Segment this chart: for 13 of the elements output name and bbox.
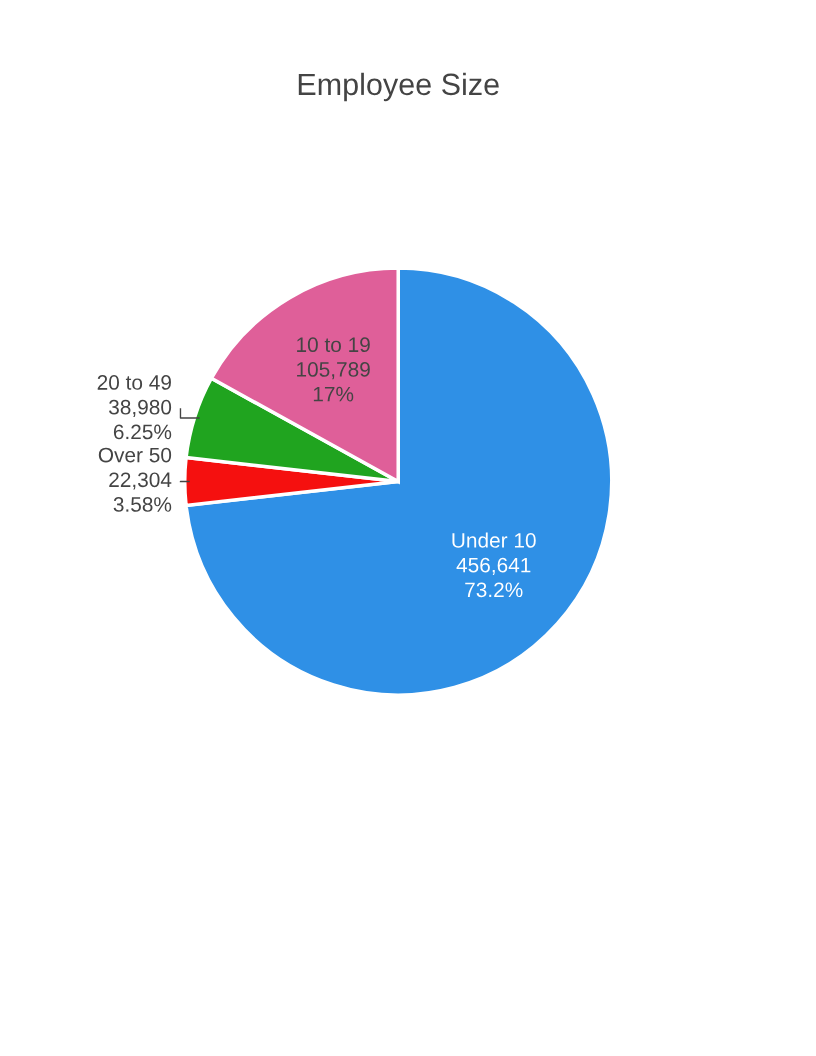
data-label: 38,980 bbox=[109, 399, 172, 418]
slice-label: 20 to 49 bbox=[97, 375, 171, 390]
text: 3.58% bbox=[113, 497, 172, 512]
data-label: 22,304 bbox=[109, 472, 172, 490]
slice-label: 10 to 19 bbox=[297, 337, 370, 353]
chart-title: Employee Size bbox=[298, 72, 499, 102]
text: 73.2% bbox=[465, 582, 523, 598]
text: 17% bbox=[313, 386, 354, 402]
data-label: 105,789 bbox=[297, 362, 370, 380]
slice-label: Over 50 bbox=[98, 447, 172, 463]
data-label: 456,641 bbox=[456, 557, 531, 575]
text: 6.25% bbox=[113, 424, 172, 440]
slice-label: Under 10 bbox=[452, 532, 536, 548]
